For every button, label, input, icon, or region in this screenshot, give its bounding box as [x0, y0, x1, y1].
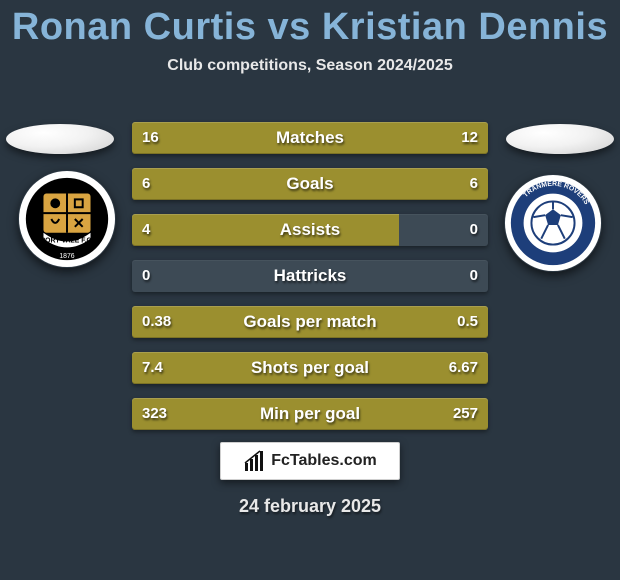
comparison-chart: 1612Matches66Goals40Assists00Hattricks0.…: [132, 122, 488, 444]
stat-bar-right: [331, 398, 488, 430]
stat-value-left: 0: [142, 260, 150, 292]
stat-bar-right: [285, 306, 488, 338]
stat-value-right: 0: [470, 260, 478, 292]
stat-bar-right: [335, 122, 488, 154]
club-crest-right: TRANMERE ROVERS: [504, 174, 602, 272]
bars-icon: [243, 449, 267, 473]
footer-brand-text: FcTables.com: [271, 452, 377, 470]
stat-bar-left: [132, 122, 335, 154]
page-title: Ronan Curtis vs Kristian Dennis: [0, 0, 620, 49]
stat-bar-left: [132, 398, 331, 430]
svg-text:1876: 1876: [59, 253, 74, 260]
footer-brand-badge: FcTables.com: [220, 442, 400, 480]
stat-row: 323257Min per goal: [132, 398, 488, 430]
stat-bar-right: [310, 168, 488, 200]
club-crest-left: PORT VALE F.C. 1876: [18, 170, 116, 268]
stat-bar-left: [132, 214, 399, 246]
stat-row: 1612Matches: [132, 122, 488, 154]
footer-date: 24 february 2025: [0, 496, 620, 517]
subtitle: Club competitions, Season 2024/2025: [0, 57, 620, 75]
stat-bar-left: [132, 168, 310, 200]
player-photo-placeholder-left: [6, 124, 114, 154]
stat-row: 7.46.67Shots per goal: [132, 352, 488, 384]
stat-bar-right: [321, 352, 488, 384]
stat-bar-left: [132, 306, 285, 338]
stat-row: 66Goals: [132, 168, 488, 200]
stat-row: 0 0Hattricks: [132, 260, 488, 292]
player-photo-placeholder-right: [506, 124, 614, 154]
svg-text:PORT VALE F.C.: PORT VALE F.C.: [41, 238, 94, 245]
stat-value-right: 0: [470, 214, 478, 246]
stat-row: 0.380.5Goals per match: [132, 306, 488, 338]
stat-label: Hattricks: [132, 260, 488, 292]
stat-bar-left: [132, 352, 321, 384]
stat-row: 40Assists: [132, 214, 488, 246]
